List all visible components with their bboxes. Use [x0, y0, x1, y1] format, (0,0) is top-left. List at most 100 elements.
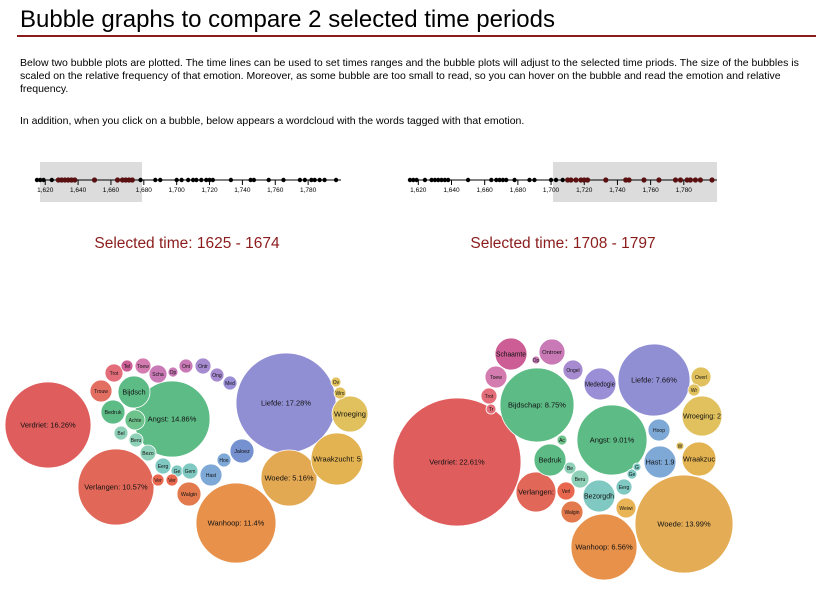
emotion-bubble[interactable]: [647, 418, 671, 442]
emotion-bubble[interactable]: [484, 365, 508, 389]
timeline-tick-label: 1,660: [103, 187, 120, 194]
emotion-bubble[interactable]: [626, 468, 638, 480]
emotion-bubble[interactable]: [632, 462, 642, 472]
emotion-bubble[interactable]: [681, 395, 723, 437]
emotion-bubble[interactable]: [260, 449, 318, 507]
emotion-bubble[interactable]: [148, 364, 168, 384]
emotion-bubble-label: Eerg: [619, 485, 630, 491]
emotion-bubble-label: Hoop: [653, 428, 665, 434]
emotion-bubble[interactable]: [222, 375, 238, 391]
emotion-bubble-label: Ge: [629, 472, 636, 478]
emotion-bubble[interactable]: [617, 343, 691, 417]
timeline-dot: [309, 177, 314, 183]
emotion-bubble[interactable]: [120, 359, 134, 373]
timeline-dot: [445, 177, 451, 183]
emotion-bubble[interactable]: [681, 441, 717, 477]
timeline-tick-label: 1,620: [37, 187, 54, 194]
emotion-bubble[interactable]: [310, 432, 364, 486]
emotion-bubble[interactable]: [134, 357, 152, 375]
emotion-bubble[interactable]: [634, 474, 734, 574]
emotion-bubble[interactable]: [531, 355, 541, 365]
emotion-bubble[interactable]: [485, 403, 497, 415]
emotion-bubble[interactable]: [113, 425, 129, 441]
timeline-dot: [207, 177, 212, 183]
emotion-bubble[interactable]: [643, 445, 677, 479]
emotion-bubble-label: Ong: [212, 373, 222, 379]
timeline-dot: [497, 177, 502, 183]
emotion-bubble[interactable]: [556, 434, 568, 446]
emotion-bubble[interactable]: [515, 471, 557, 513]
emotion-bubble[interactable]: [690, 366, 712, 388]
emotion-bubble[interactable]: [151, 473, 165, 487]
emotion-bubble[interactable]: [104, 363, 124, 383]
emotion-bubble-label: Mededogie: [585, 380, 615, 389]
emotion-bubble-label: Op: [170, 370, 177, 376]
emotion-bubble[interactable]: [392, 397, 522, 527]
emotion-bubble[interactable]: [570, 513, 638, 581]
emotion-bubble[interactable]: [178, 358, 194, 374]
timeline-dot: [553, 177, 559, 183]
emotion-bubble[interactable]: [582, 479, 616, 513]
timeline-dot: [228, 177, 234, 183]
emotion-bubble[interactable]: [583, 367, 617, 401]
emotion-bubble[interactable]: [615, 497, 637, 519]
timeline-dot: [312, 177, 317, 183]
emotion-bubble[interactable]: [89, 379, 113, 403]
emotion-bubble[interactable]: [330, 376, 342, 388]
emotion-bubble[interactable]: [533, 443, 567, 477]
timeline-dot: [603, 177, 609, 183]
emotion-bubble[interactable]: [209, 367, 225, 383]
timeline-tick-label: 1,720: [201, 187, 218, 194]
emotion-bubble[interactable]: [499, 367, 575, 443]
timeline-dot: [687, 177, 694, 183]
emotion-bubble[interactable]: [229, 438, 255, 464]
timeline-dot: [153, 177, 158, 183]
emotion-bubble[interactable]: [77, 448, 155, 526]
emotion-bubble[interactable]: [195, 482, 277, 564]
emotion-bubble[interactable]: [124, 409, 146, 431]
emotion-bubble[interactable]: [4, 381, 92, 469]
emotion-bubble[interactable]: [181, 462, 199, 480]
emotion-bubble[interactable]: [139, 444, 157, 462]
emotion-bubble[interactable]: [687, 383, 701, 397]
emotion-bubble[interactable]: [576, 404, 648, 476]
timeline-dot: [302, 177, 308, 183]
timeline-dot: [179, 177, 184, 183]
emotion-bubble[interactable]: [331, 395, 369, 433]
emotion-bubble[interactable]: [615, 478, 633, 496]
timeline-dot: [439, 177, 444, 183]
emotion-bubble-label: Bedruk: [539, 456, 562, 465]
emotion-bubble[interactable]: [538, 338, 566, 366]
emotion-bubble[interactable]: [154, 457, 172, 475]
emotion-bubble[interactable]: [675, 441, 685, 451]
emotion-bubble-label: Ver: [154, 478, 162, 484]
emotion-bubble[interactable]: [216, 452, 232, 468]
emotion-bubble[interactable]: [117, 375, 151, 409]
emotion-bubble[interactable]: [165, 473, 179, 487]
selected-time-title: Selected time: 1708 - 1797: [470, 235, 655, 252]
emotion-bubble[interactable]: [556, 481, 576, 501]
emotion-bubble[interactable]: [333, 386, 347, 400]
emotion-bubble[interactable]: [570, 469, 590, 489]
emotion-bubble[interactable]: [128, 432, 144, 448]
emotion-bubble[interactable]: [167, 366, 179, 378]
emotion-bubble[interactable]: [563, 461, 577, 475]
emotion-bubble[interactable]: [199, 463, 223, 487]
emotion-bubble[interactable]: [176, 481, 202, 507]
timeline-dot: [422, 177, 428, 183]
emotion-bubble[interactable]: [560, 500, 584, 524]
timeline-dot: [185, 177, 191, 183]
emotion-bubble[interactable]: [194, 357, 212, 375]
timeline-dot: [281, 177, 286, 183]
emotion-bubble[interactable]: [100, 399, 126, 425]
timeline-dot: [210, 177, 216, 183]
emotion-bubble-label: Weiwi: [619, 506, 632, 512]
emotion-bubble-label: Bedruk: [104, 410, 121, 416]
timeline-tick-label: 1,740: [234, 187, 251, 194]
emotion-bubble[interactable]: [494, 337, 528, 371]
emotion-bubble[interactable]: [562, 359, 584, 381]
emotion-bubble-label: Ge: [174, 469, 181, 475]
emotion-bubble-label: Wroeging: 2: [683, 412, 721, 421]
emotion-bubble-label: Hoo: [219, 458, 228, 464]
